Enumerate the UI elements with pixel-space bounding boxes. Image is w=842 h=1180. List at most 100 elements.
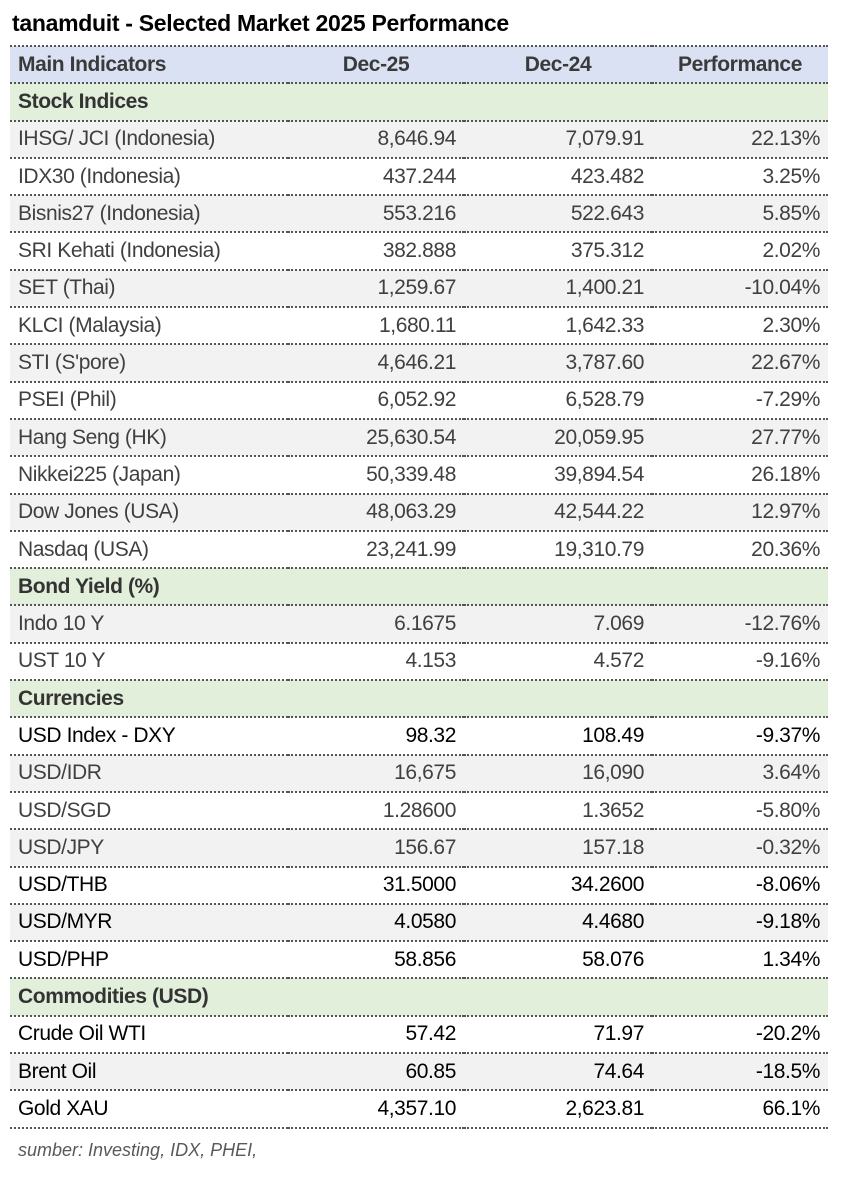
- dec-25-value: 4,646.21: [288, 344, 464, 383]
- section-title: Commodities (USD): [10, 978, 828, 1017]
- section-header-row: Currencies: [10, 680, 828, 719]
- indicator-name: USD/PHP: [10, 941, 288, 980]
- dec-24-value: 522.643: [464, 195, 652, 234]
- dec-24-value: 58.076: [464, 941, 652, 980]
- dec-24-value: 7,079.91: [464, 120, 652, 159]
- dec-24-value: 7.069: [464, 605, 652, 644]
- dec-24-value: 1.3652: [464, 791, 652, 831]
- table-row: STI (S'pore) 4,646.21 3,787.60 22.67%: [10, 344, 828, 383]
- table-row: Indo 10 Y 6.1675 7.069 -12.76%: [10, 605, 828, 644]
- dec-25-value: 50,339.48: [288, 456, 464, 495]
- indicator-name: IHSG/ JCI (Indonesia): [10, 120, 288, 159]
- table-row: Bisnis27 (Indonesia) 553.216 522.643 5.85%: [10, 195, 828, 234]
- dec-25-value: 98.32: [288, 717, 464, 756]
- dec-25-value: 60.85: [288, 1053, 464, 1092]
- indicator-name: SRI Kehati (Indonesia): [10, 232, 288, 271]
- performance-value: -12.76%: [652, 605, 828, 644]
- dec-24-value: 34.2600: [464, 866, 652, 905]
- indicator-name: Indo 10 Y: [10, 605, 288, 644]
- indicator-name: IDX30 (Indonesia): [10, 157, 288, 197]
- performance-value: -18.5%: [652, 1053, 828, 1092]
- table-row: Nikkei225 (Japan) 50,339.48 39,894.54 26.18…: [10, 456, 828, 495]
- dec-25-value: 4,357.10: [288, 1090, 464, 1129]
- indicator-name: SET (Thai): [10, 269, 288, 309]
- dec-25-value: 156.67: [288, 829, 464, 868]
- performance-value: 66.1%: [652, 1090, 828, 1129]
- dec-24-value: 20,059.95: [464, 418, 652, 458]
- dec-25-value: 8,646.94: [288, 120, 464, 159]
- indicator-name: Bisnis27 (Indonesia): [10, 195, 288, 234]
- dec-25-value: 23,241.99: [288, 530, 464, 570]
- dec-24-value: 3,787.60: [464, 344, 652, 383]
- dec-24-value: 375.312: [464, 232, 652, 271]
- dec-25-value: 31.5000: [288, 866, 464, 905]
- dec-24-value: 157.18: [464, 829, 652, 868]
- table-row: Crude Oil WTI 57.42 71.97 -20.2%: [10, 1015, 828, 1055]
- indicator-name: UST 10 Y: [10, 642, 288, 682]
- dec-25-value: 437.244: [288, 157, 464, 197]
- performance-value: -0.32%: [652, 829, 828, 868]
- section-title: Bond Yield (%): [10, 568, 828, 607]
- performance-value: -10.04%: [652, 269, 828, 309]
- performance-value: 20.36%: [652, 530, 828, 570]
- indicator-name: USD/SGD: [10, 791, 288, 831]
- table-row: USD/THB 31.5000 34.2600 -8.06%: [10, 866, 828, 905]
- indicator-name: Gold XAU: [10, 1090, 288, 1129]
- table-row: USD/JPY 156.67 157.18 -0.32%: [10, 829, 828, 868]
- indicator-name: USD Index - DXY: [10, 717, 288, 756]
- performance-value: 26.18%: [652, 456, 828, 495]
- table-row: UST 10 Y 4.153 4.572 -9.16%: [10, 642, 828, 682]
- dec-25-value: 48,063.29: [288, 493, 464, 532]
- section-header-row: Bond Yield (%): [10, 568, 828, 607]
- source-note: sumber: Investing, IDX, PHEI,: [18, 1140, 258, 1160]
- dec-24-value: 39,894.54: [464, 456, 652, 495]
- indicator-name: USD/JPY: [10, 829, 288, 868]
- dec-24-value: 4.4680: [464, 903, 652, 943]
- market-performance-table: Main Indicators Dec-25 Dec-24 Performanc…: [10, 45, 828, 1129]
- table-row: USD Index - DXY 98.32 108.49 -9.37%: [10, 717, 828, 756]
- dec-25-value: 4.0580: [288, 903, 464, 943]
- performance-value: 27.77%: [652, 418, 828, 458]
- table-row: SET (Thai) 1,259.67 1,400.21 -10.04%: [10, 269, 828, 309]
- dec-25-value: 1,680.11: [288, 307, 464, 346]
- table-row: KLCI (Malaysia) 1,680.11 1,642.33 2.30%: [10, 307, 828, 346]
- performance-value: 1.34%: [652, 941, 828, 980]
- indicator-name: Hang Seng (HK): [10, 418, 288, 458]
- performance-value: 5.85%: [652, 195, 828, 234]
- table-header-row: Main Indicators Dec-25 Dec-24 Performanc…: [10, 46, 828, 85]
- performance-value: -7.29%: [652, 381, 828, 420]
- table-row: USD/PHP 58.856 58.076 1.34%: [10, 941, 828, 980]
- indicator-name: STI (S'pore): [10, 344, 288, 383]
- dec-24-value: 2,623.81: [464, 1090, 652, 1129]
- header-dec-24: Dec-24: [464, 46, 652, 85]
- indicator-name: Nikkei225 (Japan): [10, 456, 288, 495]
- dec-25-value: 58.856: [288, 941, 464, 980]
- performance-value: 2.30%: [652, 307, 828, 346]
- indicator-name: USD/THB: [10, 866, 288, 905]
- dec-24-value: 16,090: [464, 754, 652, 793]
- performance-value: -20.2%: [652, 1015, 828, 1055]
- header-performance: Performance: [652, 46, 828, 85]
- table-row: USD/IDR 16,675 16,090 3.64%: [10, 754, 828, 793]
- performance-value: -8.06%: [652, 866, 828, 905]
- dec-25-value: 553.216: [288, 195, 464, 234]
- performance-value: 22.67%: [652, 344, 828, 383]
- dec-25-value: 57.42: [288, 1015, 464, 1055]
- section-header-row: Commodities (USD): [10, 978, 828, 1017]
- indicator-name: Crude Oil WTI: [10, 1015, 288, 1055]
- performance-value: 22.13%: [652, 120, 828, 159]
- table-row: IHSG/ JCI (Indonesia) 8,646.94 7,079.91 22.…: [10, 120, 828, 159]
- section-header-row: Stock Indices: [10, 83, 828, 122]
- dec-24-value: 1,642.33: [464, 307, 652, 346]
- dec-25-value: 16,675: [288, 754, 464, 793]
- dec-24-value: 6,528.79: [464, 381, 652, 420]
- header-dec-25: Dec-25: [288, 46, 464, 85]
- section-title: Stock Indices: [10, 83, 828, 122]
- dec-24-value: 423.482: [464, 157, 652, 197]
- dec-24-value: 74.64: [464, 1053, 652, 1092]
- performance-value: -9.16%: [652, 642, 828, 682]
- table-row: Gold XAU 4,357.10 2,623.81 66.1%: [10, 1090, 828, 1129]
- dec-25-value: 382.888: [288, 232, 464, 271]
- dec-24-value: 71.97: [464, 1015, 652, 1055]
- performance-value: -9.37%: [652, 717, 828, 756]
